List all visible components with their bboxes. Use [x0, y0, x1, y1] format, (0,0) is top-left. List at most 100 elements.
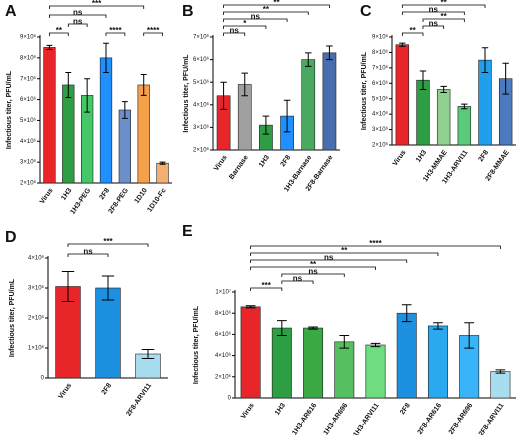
significance-label: ****: [109, 26, 122, 35]
panel-letter: B: [182, 3, 194, 20]
error-bar: [262, 115, 270, 135]
bar: [396, 312, 417, 399]
significance-label: ***: [103, 237, 113, 246]
y-tick-label: 4×10⁶: [28, 255, 45, 262]
x-tick-label: 1H3: [274, 402, 287, 417]
y-tick-label: 2×10⁶: [215, 373, 232, 380]
x-tick-label: Virus: [213, 154, 229, 172]
error-bar: [140, 74, 147, 96]
error-bar: [159, 161, 166, 165]
error-bar: [495, 369, 506, 374]
significance-bracket: [223, 18, 288, 22]
significance-bracket: [143, 32, 163, 36]
y-tick-label: 4×10⁶: [193, 101, 210, 108]
error-bar: [339, 334, 350, 349]
significance-label: ****: [147, 26, 160, 35]
error-bar: [370, 342, 381, 348]
y-tick-label: 8×10⁶: [215, 310, 232, 317]
bar: [427, 325, 448, 399]
error-bar: [84, 78, 91, 113]
x-tick-label: 1D10-Fc: [146, 187, 167, 213]
significance-label: ns: [293, 274, 303, 283]
significance-bracket: [223, 4, 330, 8]
bar: [334, 341, 355, 399]
y-tick-label: 3×10⁶: [372, 126, 389, 133]
significance-label: **: [410, 26, 417, 35]
significance-label: ns: [324, 253, 334, 262]
bar: [365, 344, 386, 399]
x-tick-label: 2F8-AR696: [448, 402, 475, 435]
bar: [156, 162, 169, 184]
y-tick-label: 8×10⁶: [20, 54, 37, 61]
significance-label: ***: [92, 0, 102, 8]
y-axis-label: Infectious titer, PFU/mL: [6, 70, 13, 149]
y-tick-label: 3×10⁶: [28, 285, 45, 292]
significance-label: **: [441, 12, 448, 21]
bar: [137, 84, 150, 184]
error-bar: [481, 47, 489, 73]
significance-bracket: [401, 32, 424, 36]
y-tick-label: 0: [228, 396, 232, 402]
y-tick-label: 7×10⁶: [372, 64, 389, 71]
significance-label: **: [263, 5, 270, 14]
y-tick-label: 9×10⁶: [372, 34, 389, 41]
error-bar: [401, 304, 412, 323]
significance-label: ns: [73, 8, 83, 17]
y-tick-label: 2×10⁶: [372, 142, 389, 149]
bar: [457, 106, 472, 146]
y-tick-label: 2×10⁶: [193, 147, 210, 154]
x-tick-label: Virus: [57, 382, 73, 400]
significance-bracket: [67, 243, 149, 247]
error-bar: [121, 101, 128, 119]
x-tick-label: 2F8-PEG: [108, 187, 131, 215]
x-tick-label: 2F8: [98, 187, 111, 201]
significance-bracket: [223, 25, 267, 29]
y-tick-label: 3×10⁶: [20, 159, 37, 166]
y-tick-label: 7×10⁶: [20, 75, 37, 82]
significance-bracket: [250, 266, 376, 270]
significance-label: ns: [73, 17, 83, 26]
y-tick-label: 5×10⁶: [20, 117, 37, 124]
significance-label: **: [273, 0, 280, 7]
y-tick-label: 6×10⁶: [372, 80, 389, 87]
x-tick-label: Virus: [39, 187, 55, 205]
bar: [118, 109, 132, 184]
significance-label: ns: [308, 267, 318, 276]
bar: [62, 84, 75, 184]
significance-label: ns: [229, 26, 239, 35]
error-bar: [220, 81, 227, 110]
error-bar: [326, 45, 333, 61]
y-tick-label: 0: [41, 376, 45, 382]
significance-bracket: [401, 4, 486, 8]
error-bar: [103, 42, 109, 73]
significance-label: ns: [251, 12, 261, 21]
y-tick-label: 5×10⁶: [193, 79, 210, 86]
x-tick-label: 2F8-AR616: [417, 402, 444, 435]
y-tick-label: 6×10⁶: [193, 56, 210, 63]
significance-bracket: [422, 18, 465, 22]
significance-bracket: [223, 32, 246, 36]
y-tick-label: 5×10⁶: [372, 95, 389, 102]
y-axis-label: Infectious titer, PFU/mL: [361, 51, 368, 130]
error-bar: [283, 99, 291, 133]
significance-bracket: [281, 273, 345, 277]
error-bar: [419, 70, 427, 90]
significance-bracket: [49, 5, 145, 9]
significance-bracket: [250, 252, 439, 256]
x-tick-label: 1H3: [60, 187, 73, 202]
y-tick-label: 4×10⁶: [20, 138, 37, 145]
bar: [99, 57, 113, 184]
y-axis-label: Infectious titer, PFU/mL: [183, 54, 190, 133]
error-bar: [433, 322, 443, 330]
significance-bracket: [250, 287, 283, 291]
error-bar: [46, 44, 53, 51]
bar: [490, 371, 511, 399]
x-tick-label: 2F8: [100, 382, 113, 396]
significance-bracket: [401, 11, 465, 15]
x-tick-label: 1D10: [134, 187, 149, 205]
significance-label: ns: [429, 19, 439, 28]
x-tick-label: 2F8-ARVI11: [125, 382, 153, 418]
significance-bracket: [67, 253, 109, 257]
panel-letter: C: [360, 3, 372, 20]
